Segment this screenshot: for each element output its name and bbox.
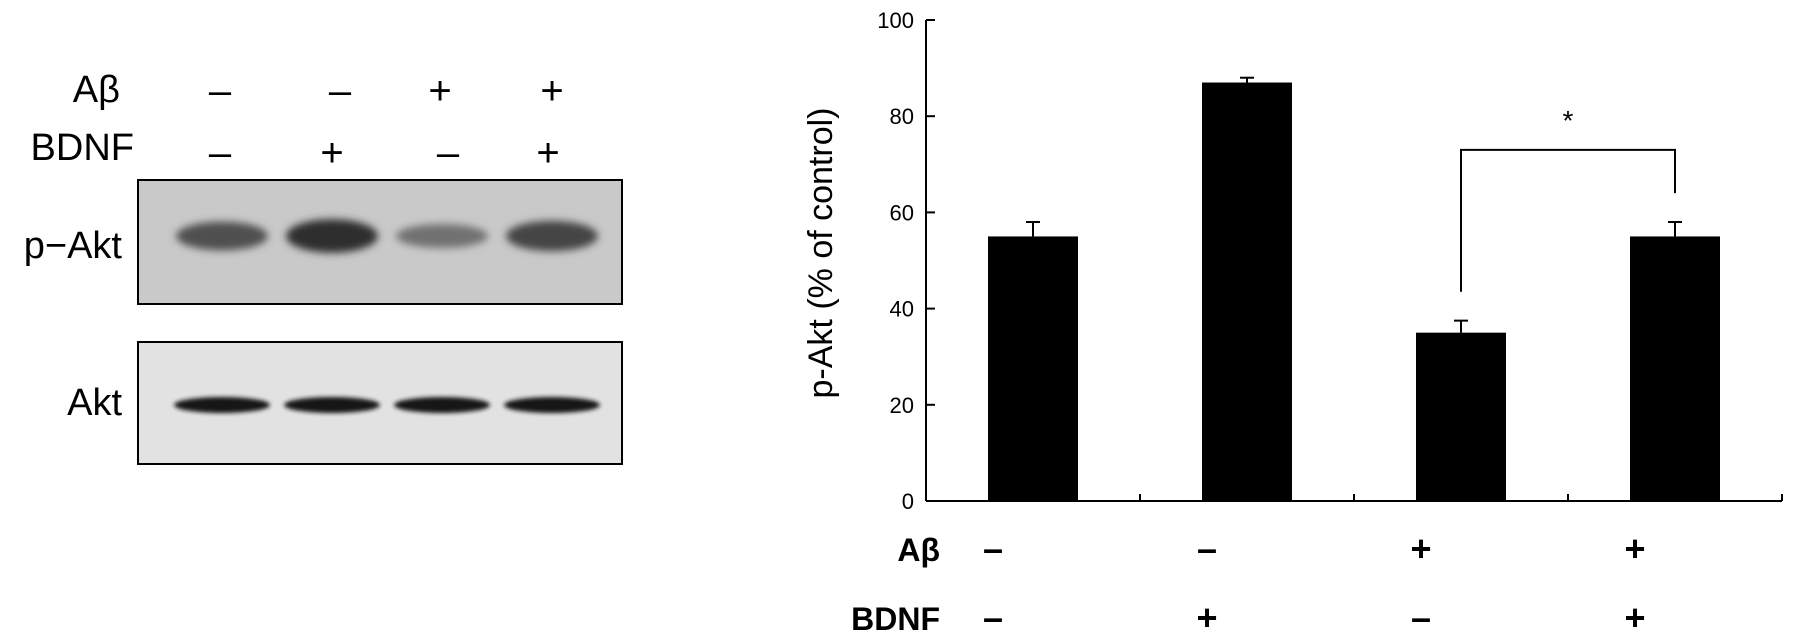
significance-star: * <box>1563 105 1574 136</box>
akt-bands <box>174 397 600 413</box>
y-tick-label: 0 <box>902 489 914 514</box>
condition-sign: + <box>1624 597 1645 638</box>
significance-bracket: * <box>1460 105 1676 292</box>
bracket-line <box>1460 148 1676 292</box>
blot-row-label-bdnf: BDNF <box>31 127 134 169</box>
bar <box>1630 236 1720 501</box>
pakt-band <box>286 219 378 253</box>
akt-band <box>394 397 490 413</box>
y-ticks: 0 20 40 60 80 100 <box>877 8 935 514</box>
bar <box>1416 332 1506 501</box>
bar <box>1202 82 1292 501</box>
condition-sign: + <box>1624 528 1645 569</box>
error-bars <box>1026 76 1682 333</box>
akt-band <box>504 397 600 413</box>
blot-sign: + <box>536 131 559 175</box>
pakt-blot-label: p−Akt <box>24 225 123 267</box>
blot-sign: – <box>209 131 232 175</box>
bars <box>988 82 1720 501</box>
blot-sign: – <box>209 69 232 113</box>
blot-row-label-abeta: Aβ <box>73 69 120 111</box>
blot-sign: – <box>329 69 352 113</box>
y-axis-label: p-Akt (% of control) <box>802 108 840 399</box>
blot-sign: – <box>437 131 460 175</box>
y-tick-label: 40 <box>890 297 914 322</box>
western-blot: Aβ BDNF – – + + – + – + p−Akt Akt <box>24 69 623 465</box>
x-ticks <box>1139 494 1783 501</box>
condition-sign: + <box>1196 597 1217 638</box>
condition-sign: – <box>1411 597 1431 638</box>
pakt-band <box>506 220 598 252</box>
pakt-band <box>396 224 488 248</box>
condition-sign: + <box>1410 528 1431 569</box>
blot-sign: + <box>320 131 343 175</box>
akt-band <box>174 397 270 413</box>
akt-band <box>284 397 380 413</box>
akt-blot-label: Akt <box>67 382 122 424</box>
y-tick-label: 80 <box>890 104 914 129</box>
y-tick-label: 20 <box>890 393 914 418</box>
condition-table: Aβ – – + + BDNF – + – + <box>851 528 1645 638</box>
bar-chart: 0 20 40 60 80 100 * p-Akt (% of control) Aβ – –… <box>802 8 1783 638</box>
condition-label: BDNF <box>851 601 940 637</box>
blot-sign: + <box>540 69 563 113</box>
pakt-bands <box>176 219 598 253</box>
pakt-band <box>176 221 268 251</box>
condition-sign: – <box>983 597 1003 638</box>
y-tick-label: 100 <box>877 8 914 33</box>
condition-sign: – <box>1197 528 1217 569</box>
condition-label: Aβ <box>897 532 940 568</box>
blot-sign: + <box>428 69 451 113</box>
condition-sign: – <box>983 528 1003 569</box>
y-tick-label: 60 <box>890 200 914 225</box>
bar <box>988 236 1078 501</box>
